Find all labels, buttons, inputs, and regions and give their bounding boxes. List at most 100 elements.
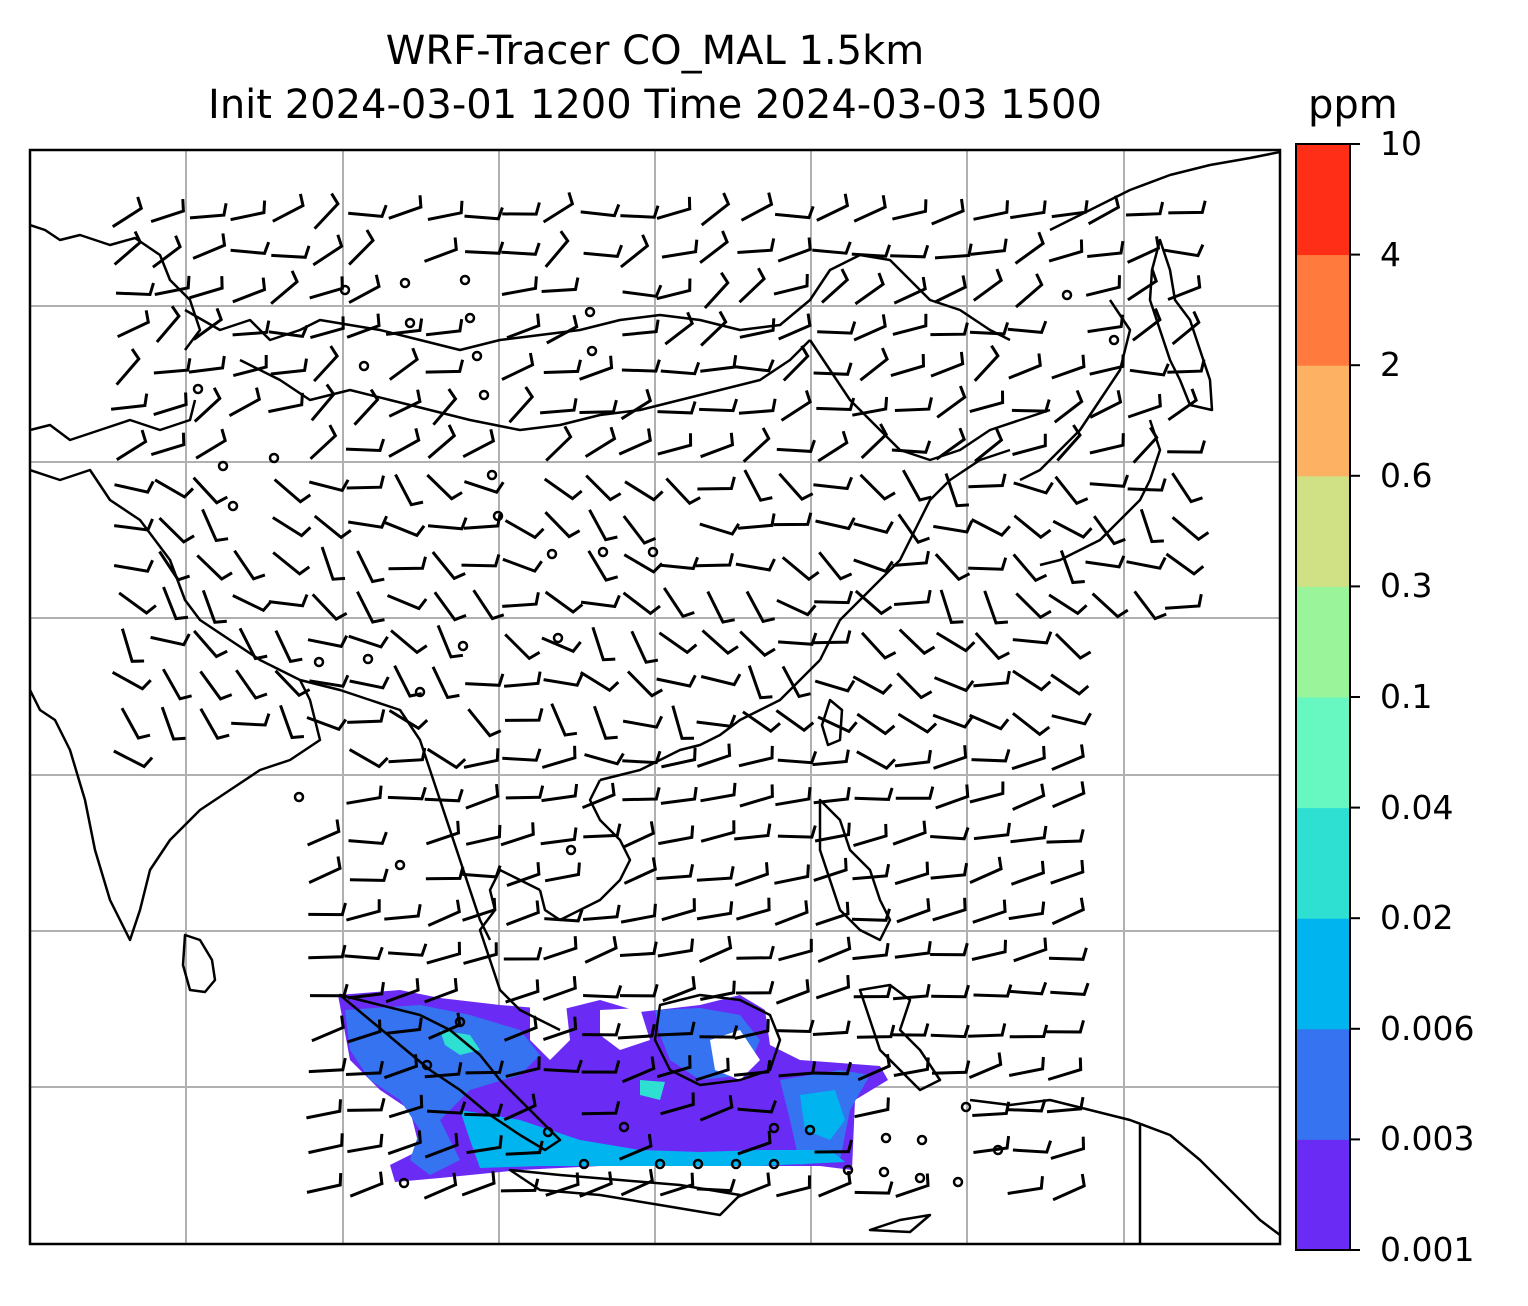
wind-barb bbox=[508, 386, 535, 424]
wind-barb bbox=[152, 235, 182, 269]
wind-barb bbox=[345, 1060, 384, 1076]
wind-barb bbox=[356, 550, 385, 584]
wind-barb bbox=[859, 347, 889, 382]
wind-barb bbox=[860, 631, 897, 660]
wind-barb bbox=[544, 909, 584, 923]
wind-barb bbox=[1052, 519, 1093, 539]
wind-barb bbox=[385, 978, 420, 1004]
calm-wind-circle bbox=[552, 632, 564, 644]
wind-barb bbox=[192, 307, 224, 341]
wind-barb bbox=[1011, 745, 1046, 771]
calm-wind-circle bbox=[768, 1158, 780, 1170]
wind-barb bbox=[540, 827, 578, 846]
wind-barb bbox=[852, 396, 889, 417]
calm-wind-circle bbox=[842, 1164, 854, 1176]
wind-barb bbox=[620, 903, 657, 924]
wind-barb bbox=[500, 1178, 540, 1193]
wind-barb bbox=[463, 942, 498, 965]
wind-barb bbox=[1015, 592, 1052, 620]
wind-barb bbox=[740, 192, 774, 222]
wind-barb bbox=[464, 1103, 504, 1117]
wind-barb bbox=[739, 318, 776, 339]
wind-barb bbox=[777, 750, 818, 765]
wind-barb bbox=[619, 941, 658, 957]
wind-barb bbox=[812, 1020, 851, 1036]
wind-barb bbox=[541, 636, 582, 654]
wind-barb bbox=[930, 862, 969, 880]
coastline-china-east bbox=[818, 448, 1011, 661]
coastline-west bbox=[30, 399, 197, 442]
wind-barb bbox=[969, 390, 1005, 414]
wind-barb bbox=[199, 707, 230, 740]
wind-barb bbox=[894, 861, 930, 886]
wind-barb bbox=[583, 985, 623, 999]
wind-barb bbox=[973, 984, 1013, 998]
wind-barb bbox=[781, 665, 811, 699]
wind-barb bbox=[192, 233, 227, 260]
wind-barb bbox=[782, 345, 810, 382]
wind-barb bbox=[1087, 314, 1125, 334]
calm-wind-circle bbox=[454, 1016, 466, 1028]
wind-barb bbox=[581, 782, 616, 809]
wind-barb bbox=[504, 519, 545, 540]
coastline-arabian bbox=[30, 223, 202, 351]
wind-barb bbox=[388, 347, 419, 381]
wind-barb bbox=[579, 399, 618, 414]
wind-barb bbox=[192, 476, 229, 505]
wind-barb bbox=[812, 241, 852, 255]
calm-wind-circle bbox=[398, 1177, 410, 1189]
wind-barb bbox=[346, 313, 381, 339]
wind-barb bbox=[347, 1019, 382, 1044]
wind-barb bbox=[582, 1022, 621, 1037]
colorbar-segment bbox=[1296, 918, 1350, 1030]
wind-barb bbox=[502, 592, 540, 608]
colorbar bbox=[1295, 143, 1360, 1251]
wind-barb bbox=[1087, 240, 1125, 258]
colorbar-tick-label: 10 bbox=[1380, 124, 1422, 163]
wind-barb bbox=[696, 866, 735, 882]
wind-barb bbox=[665, 477, 701, 506]
wind-barb bbox=[588, 509, 618, 542]
wind-barb bbox=[235, 669, 268, 700]
wind-barb bbox=[969, 321, 1010, 336]
wind-barb bbox=[660, 1092, 695, 1116]
wind-barb bbox=[814, 822, 851, 843]
wind-barb bbox=[696, 743, 732, 768]
wind-barb bbox=[1007, 1098, 1047, 1113]
wind-barb bbox=[778, 1061, 817, 1078]
wind-barb bbox=[853, 195, 887, 223]
wind-barb bbox=[1051, 200, 1089, 219]
wind-barb bbox=[1091, 592, 1129, 619]
wind-barb bbox=[661, 239, 699, 259]
wind-barb bbox=[664, 311, 695, 346]
wind-barb bbox=[968, 557, 1008, 571]
wind-barb bbox=[700, 192, 731, 227]
wind-barb bbox=[110, 393, 149, 411]
wind-barb bbox=[503, 671, 542, 688]
wind-barb bbox=[972, 1101, 1011, 1117]
wind-barb bbox=[894, 940, 932, 959]
colorbar-tick-label: 4 bbox=[1380, 234, 1401, 274]
wind-barb bbox=[1171, 310, 1201, 346]
wind-barb bbox=[671, 705, 695, 740]
colorbar-tick-label: 2 bbox=[1380, 345, 1401, 385]
wind-barb bbox=[162, 586, 189, 621]
wind-barb bbox=[150, 432, 186, 457]
wind-barb bbox=[658, 631, 698, 655]
wind-barb bbox=[661, 898, 696, 922]
calm-wind-circle bbox=[914, 1172, 926, 1184]
wind-barb bbox=[309, 674, 350, 688]
calm-wind-circle bbox=[268, 452, 280, 464]
calm-wind-circle bbox=[597, 546, 609, 558]
wind-barb bbox=[620, 388, 653, 421]
wind-barb bbox=[120, 707, 151, 740]
wind-barb bbox=[1012, 1140, 1053, 1154]
wind-barb bbox=[854, 272, 885, 306]
wind-barb bbox=[656, 864, 695, 881]
wind-barb bbox=[621, 359, 661, 373]
wind-barb bbox=[192, 629, 228, 659]
colorbar-tick-label: 0.6 bbox=[1380, 455, 1433, 495]
wind-barb bbox=[773, 273, 809, 296]
wind-barb bbox=[116, 310, 150, 339]
wind-barb bbox=[695, 552, 734, 568]
